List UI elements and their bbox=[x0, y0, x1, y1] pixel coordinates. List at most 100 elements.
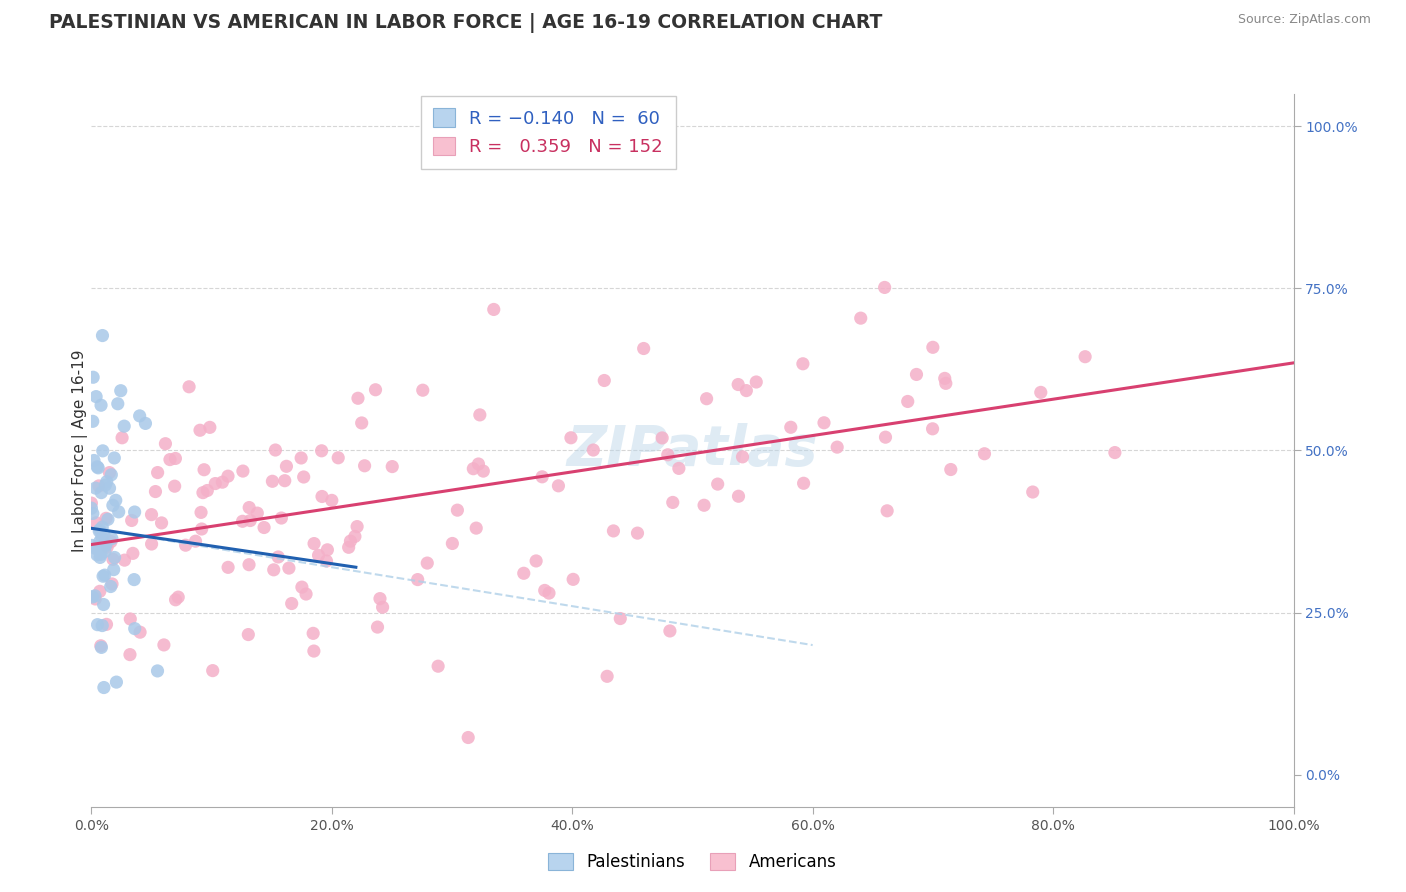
Point bbox=[311, 490, 333, 504]
Point bbox=[114, 553, 136, 567]
Point bbox=[661, 495, 683, 509]
Point bbox=[366, 620, 388, 634]
Point bbox=[513, 566, 536, 581]
Point bbox=[371, 600, 394, 615]
Point bbox=[1104, 445, 1126, 459]
Point bbox=[211, 475, 233, 490]
Text: PALESTINIAN VS AMERICAN IN LABOR FORCE | AGE 16-19 CORRELATION CHART: PALESTINIAN VS AMERICAN IN LABOR FORCE |… bbox=[49, 13, 883, 33]
Point bbox=[560, 431, 582, 445]
Point bbox=[276, 459, 298, 474]
Point bbox=[94, 536, 117, 550]
Point bbox=[100, 534, 122, 549]
Point bbox=[626, 526, 648, 541]
Point bbox=[291, 580, 314, 594]
Point bbox=[596, 669, 619, 683]
Point bbox=[87, 460, 110, 475]
Point bbox=[93, 568, 115, 582]
Point bbox=[103, 563, 125, 577]
Point bbox=[593, 374, 616, 388]
Point bbox=[84, 541, 107, 556]
Point bbox=[90, 547, 112, 561]
Point bbox=[658, 624, 681, 638]
Point bbox=[727, 377, 749, 392]
Point bbox=[302, 536, 325, 550]
Point bbox=[308, 549, 330, 563]
Point bbox=[875, 430, 897, 444]
Point bbox=[463, 461, 485, 475]
Point bbox=[609, 611, 631, 625]
Point bbox=[128, 409, 150, 423]
Point bbox=[280, 597, 302, 611]
Point bbox=[104, 493, 127, 508]
Point bbox=[825, 440, 848, 454]
Point bbox=[315, 554, 337, 568]
Point bbox=[849, 311, 872, 326]
Point bbox=[813, 416, 835, 430]
Point bbox=[353, 458, 375, 473]
Point bbox=[141, 537, 163, 551]
Point bbox=[339, 534, 361, 549]
Point bbox=[381, 459, 404, 474]
Point bbox=[745, 375, 768, 389]
Point bbox=[145, 484, 167, 499]
Point bbox=[82, 414, 104, 428]
Point bbox=[89, 534, 111, 549]
Point bbox=[84, 589, 107, 603]
Point bbox=[89, 523, 111, 537]
Point bbox=[93, 528, 115, 542]
Point bbox=[239, 514, 262, 528]
Point bbox=[905, 368, 928, 382]
Point bbox=[1074, 350, 1097, 364]
Point bbox=[165, 451, 187, 466]
Point bbox=[696, 392, 718, 406]
Point bbox=[84, 516, 107, 530]
Point bbox=[337, 541, 360, 555]
Point bbox=[468, 408, 491, 422]
Point bbox=[232, 514, 254, 528]
Point bbox=[267, 549, 290, 564]
Point bbox=[533, 583, 555, 598]
Point bbox=[238, 627, 260, 641]
Point bbox=[562, 573, 585, 587]
Point bbox=[731, 450, 754, 464]
Point bbox=[735, 384, 758, 398]
Point bbox=[103, 550, 125, 565]
Point bbox=[347, 391, 370, 405]
Point bbox=[94, 539, 117, 553]
Point bbox=[547, 479, 569, 493]
Point bbox=[159, 452, 181, 467]
Point bbox=[94, 544, 117, 558]
Point bbox=[89, 543, 111, 558]
Point bbox=[94, 511, 117, 525]
Point bbox=[302, 644, 325, 658]
Point bbox=[91, 328, 114, 343]
Point bbox=[124, 622, 146, 636]
Point bbox=[112, 419, 135, 434]
Point bbox=[93, 598, 115, 612]
Point bbox=[190, 505, 212, 519]
Point bbox=[120, 612, 142, 626]
Point bbox=[98, 466, 121, 480]
Point bbox=[350, 416, 373, 430]
Legend: Palestinians, Americans: Palestinians, Americans bbox=[541, 846, 844, 878]
Point bbox=[270, 511, 292, 525]
Point bbox=[82, 507, 104, 521]
Point bbox=[217, 469, 239, 483]
Point bbox=[184, 534, 207, 549]
Point bbox=[82, 590, 104, 604]
Point bbox=[177, 380, 200, 394]
Point bbox=[91, 569, 114, 583]
Point bbox=[101, 532, 124, 546]
Point bbox=[89, 584, 111, 599]
Point bbox=[406, 573, 429, 587]
Point bbox=[167, 590, 190, 604]
Point bbox=[346, 519, 368, 533]
Point bbox=[633, 342, 655, 356]
Point bbox=[124, 505, 146, 519]
Point bbox=[83, 453, 105, 467]
Point bbox=[311, 443, 333, 458]
Point bbox=[96, 475, 118, 489]
Point bbox=[668, 461, 690, 475]
Point bbox=[91, 618, 114, 632]
Point bbox=[122, 573, 145, 587]
